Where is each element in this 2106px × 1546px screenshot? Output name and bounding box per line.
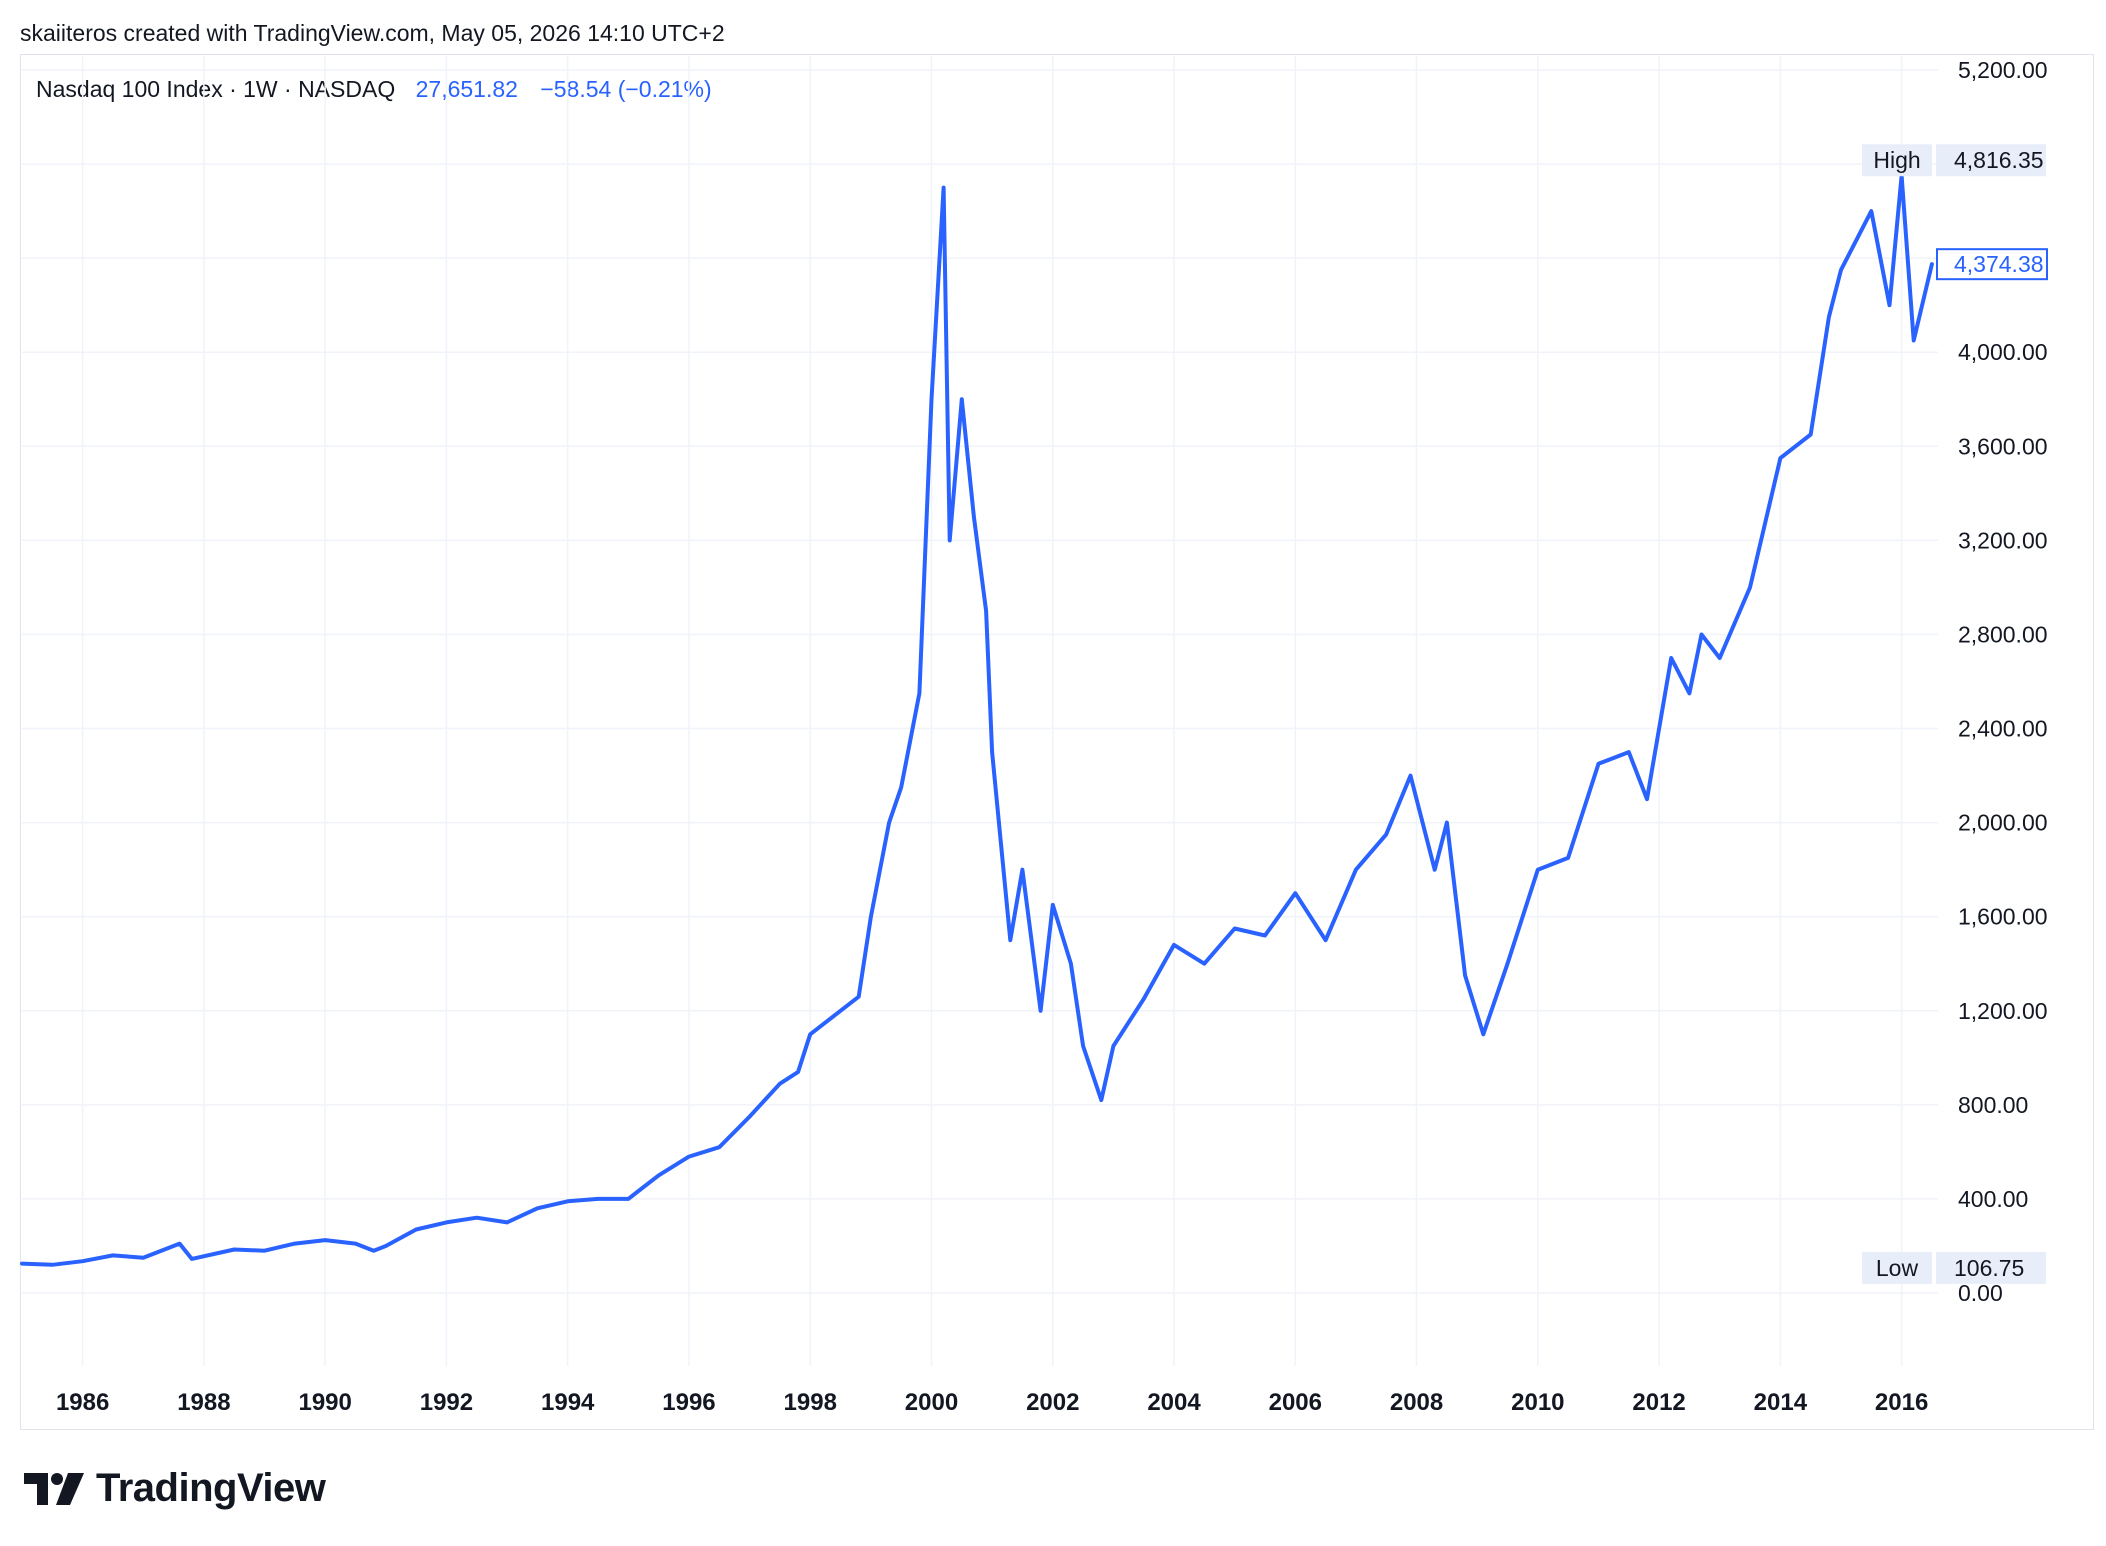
x-tick-label: 2000 <box>905 1389 958 1416</box>
x-tick-label: 2016 <box>1875 1389 1928 1416</box>
high-badge-value: 4,816.35 <box>1954 147 2044 173</box>
x-tick-label: 2008 <box>1390 1389 1443 1416</box>
x-tick-label: 2012 <box>1632 1389 1685 1416</box>
y-tick-label: 4,000.00 <box>1958 339 2048 365</box>
last-price-badge-value: 4,374.38 <box>1954 251 2044 277</box>
low-badge-label-bg <box>1862 1251 1932 1284</box>
chart-frame <box>20 54 2094 1430</box>
tradingview-logo[interactable]: TradingView <box>24 1466 326 1511</box>
x-tick-label: 1994 <box>541 1389 595 1416</box>
y-tick-label: 1,600.00 <box>1958 904 2048 930</box>
y-tick-label: 2,800.00 <box>1958 621 2048 647</box>
last-price: 27,651.82 <box>415 76 518 102</box>
y-tick-label: 1,200.00 <box>1958 998 2048 1024</box>
y-tick-label: 3,600.00 <box>1958 433 2048 459</box>
x-tick-label: 2002 <box>1026 1389 1079 1416</box>
x-tick-label: 1992 <box>420 1389 473 1416</box>
price-series-line <box>20 173 1934 1267</box>
price-change: −58.54 (−0.21%) <box>540 76 712 102</box>
high-badge-label: High <box>1873 147 1920 173</box>
low-badge-label: Low <box>1876 1255 1919 1281</box>
high-badge-value-bg <box>1936 144 2046 177</box>
x-tick-label: 2006 <box>1269 1389 1322 1416</box>
low-badge-value-bg <box>1936 1251 2046 1284</box>
x-tick-label: 1996 <box>662 1389 715 1416</box>
high-badge-label-bg <box>1862 144 1932 177</box>
chart-legend: Nasdaq 100 Index · 1W · NASDAQ 27,651.82… <box>36 76 712 103</box>
x-tick-label: 2010 <box>1511 1389 1564 1416</box>
symbol-label[interactable]: Nasdaq 100 Index · 1W · NASDAQ <box>36 76 396 102</box>
x-tick-label: 1990 <box>298 1389 351 1416</box>
last-price-badge-value-bg <box>1936 248 2048 281</box>
y-tick-label: 400.00 <box>1958 1186 2028 1212</box>
y-tick-label: 800.00 <box>1958 1092 2028 1118</box>
x-tick-label: 2014 <box>1754 1389 1808 1416</box>
y-tick-label: 0.00 <box>1958 1280 2003 1306</box>
y-tick-label: 3,200.00 <box>1958 527 2048 553</box>
y-tick-label: 2,000.00 <box>1958 810 2048 836</box>
tradingview-logo-icon <box>24 1472 84 1505</box>
tradingview-logo-text: TradingView <box>96 1466 326 1510</box>
x-tick-label: 1998 <box>784 1389 837 1416</box>
x-tick-label: 2004 <box>1147 1389 1201 1416</box>
y-tick-label: 2,400.00 <box>1958 716 2048 742</box>
x-tick-label: 1986 <box>56 1389 109 1416</box>
chart-credit: skaiiteros created with TradingView.com,… <box>20 20 725 46</box>
x-tick-label: 1988 <box>177 1389 230 1416</box>
low-badge-value: 106.75 <box>1954 1255 2024 1281</box>
y-tick-label: 5,200.00 <box>1958 57 2048 83</box>
